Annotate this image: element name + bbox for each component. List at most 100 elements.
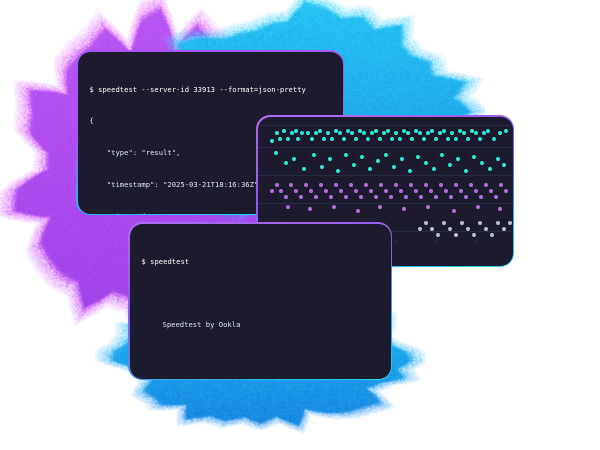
result-summary-panel[interactable]: $ speedtest Speedtest by Ookla Server: A…: [128, 222, 392, 380]
chart-dot-download: [479, 160, 484, 165]
chart-dot-download: [495, 156, 500, 161]
chart-dot-upload: [368, 188, 373, 193]
chart-dot-upload: [393, 182, 398, 187]
chart-dot-download: [391, 164, 396, 169]
chart-dot-upload: [408, 182, 413, 187]
chart-dot-download: [449, 130, 454, 135]
chart-dot-download: [311, 152, 316, 157]
chart-dot-upload: [475, 204, 480, 209]
chart-dot-download: [405, 130, 410, 135]
chart-dot-upload: [293, 188, 298, 193]
chart-dot-download: [349, 130, 354, 135]
chart-dot-download: [497, 130, 502, 135]
chart-dot-upload: [448, 194, 453, 199]
chart-dot-download: [293, 128, 298, 133]
chart-dot-download: [487, 166, 492, 171]
chart-dot-download: [503, 128, 508, 133]
chart-x-tick: [475, 238, 477, 244]
chart-dot-download: [447, 162, 452, 167]
chart-dot-download: [337, 130, 342, 135]
chart-dot-upload: [377, 204, 382, 209]
chart-dot-upload: [428, 188, 433, 193]
chart-gridline: [257, 174, 513, 176]
chart-dot-download: [365, 136, 370, 141]
chart-dot-download: [441, 128, 446, 133]
chart-dot-download: [295, 136, 300, 141]
chart-dot-download: [389, 136, 394, 141]
chart-dot-download: [373, 128, 378, 133]
chart-dot-download: [341, 136, 346, 141]
chart-dot-download: [283, 160, 288, 165]
chart-dot-download: [445, 136, 450, 141]
chart-dot-upload: [358, 194, 363, 199]
chart-x-tick: [435, 238, 437, 244]
chart-dot-upload: [269, 188, 274, 193]
chart-dot-download: [415, 154, 420, 159]
chart-dot-upload: [433, 194, 438, 199]
json-line: {: [89, 116, 94, 126]
chart-dot-download: [457, 128, 462, 133]
chart-dot-upload: [307, 206, 312, 211]
chart-dot-download: [289, 130, 294, 135]
chart-dot-latency: [441, 220, 446, 225]
chart-dot-upload: [388, 194, 393, 199]
chart-dot-latency: [501, 226, 506, 231]
chart-dot-download: [385, 128, 390, 133]
chart-dot-download: [491, 136, 496, 141]
chart-dot-latency: [459, 220, 464, 225]
chart-dot-download: [393, 130, 398, 135]
chart-dot-download: [305, 130, 310, 135]
chart-dot-download: [413, 128, 418, 133]
chart-dot-latency: [471, 232, 476, 237]
chart-dot-download: [343, 152, 348, 157]
chart-dot-latency: [483, 226, 488, 231]
chart-dot-upload: [413, 188, 418, 193]
chart-dot-download: [325, 130, 330, 135]
chart-dot-latency: [489, 232, 494, 237]
chart-dot-download: [333, 128, 338, 133]
chart-dot-latency: [417, 226, 422, 231]
chart-dot-upload: [353, 188, 358, 193]
chart-dot-upload: [453, 182, 458, 187]
chart-dot-upload: [318, 182, 323, 187]
chart-dot-upload: [503, 188, 508, 193]
chart-dot-download: [375, 158, 380, 163]
chart-dot-download: [455, 156, 460, 161]
chart-dot-download: [429, 128, 434, 133]
chart-dot-upload: [383, 188, 388, 193]
chart-dot-upload: [498, 182, 503, 187]
chart-dot-upload: [443, 188, 448, 193]
chart-dot-download: [501, 162, 506, 167]
chart-dot-upload: [303, 182, 308, 187]
chart-x-tick: [395, 238, 397, 244]
chart-dot-download: [285, 136, 290, 141]
chart-gridline: [257, 202, 513, 204]
chart-dot-latency: [465, 226, 470, 231]
chart-dot-download: [383, 152, 388, 157]
chart-dot-download: [335, 168, 340, 173]
chart-dot-download: [301, 166, 306, 171]
chart-dot-upload: [468, 182, 473, 187]
chart-dot-upload: [283, 194, 288, 199]
chart-dot-download: [481, 130, 486, 135]
chart-dot-upload: [373, 194, 378, 199]
chart-dot-upload: [278, 188, 283, 193]
chart-dot-download: [421, 136, 426, 141]
chart-dot-download: [319, 164, 324, 169]
chart-dot-upload: [348, 182, 353, 187]
chart-gridline: [257, 146, 513, 148]
chart-dot-upload: [463, 194, 468, 199]
chart-dot-download: [291, 156, 296, 161]
chart-dot-upload: [488, 188, 493, 193]
chart-dot-upload: [298, 194, 303, 199]
chart-dot-upload: [308, 188, 313, 193]
chart-dot-download: [345, 128, 350, 133]
json-line: "ping": {: [90, 212, 343, 214]
chart-dot-download: [439, 152, 444, 157]
chart-dot-download: [369, 130, 374, 135]
chart-dot-upload: [438, 182, 443, 187]
chart-dot-upload: [378, 182, 383, 187]
chart-dot-download: [437, 130, 442, 135]
chart-dot-download: [299, 130, 304, 135]
chart-dot-download: [309, 136, 314, 141]
